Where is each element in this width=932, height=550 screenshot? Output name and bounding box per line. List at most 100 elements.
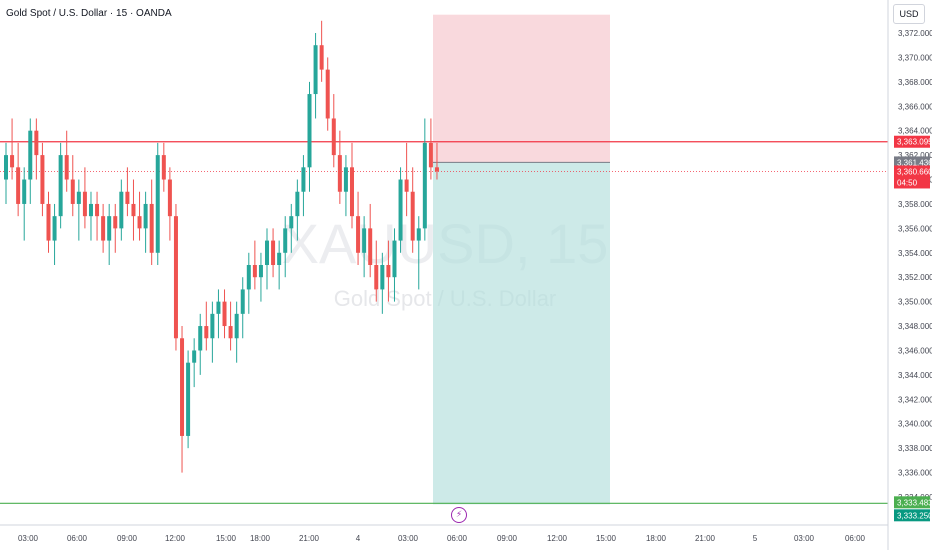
candle [34, 118, 39, 180]
candle-body [149, 203, 154, 253]
y-tick-label: 3,368.000 [898, 78, 932, 87]
x-tick-label: 03:00 [794, 534, 815, 543]
resistance-price-label-bg [894, 135, 930, 148]
candle [289, 203, 294, 253]
candle [374, 240, 379, 302]
candle-body [216, 301, 221, 314]
candle-body [349, 167, 354, 217]
candle-body [125, 191, 130, 204]
candle-body [155, 155, 160, 253]
stop-loss-zone [433, 14, 610, 163]
candle [101, 203, 106, 253]
x-tick-label: 03:00 [18, 534, 39, 543]
candle [143, 191, 148, 253]
candle [368, 203, 373, 278]
candle-body [180, 338, 185, 436]
candle [52, 203, 57, 265]
candle-body [119, 191, 124, 229]
x-tick-label: 5 [753, 534, 758, 543]
y-tick-label: 3,370.000 [898, 53, 932, 62]
y-tick-label: 3,352.000 [898, 273, 932, 282]
y-tick-label: 3,362.000 [898, 151, 932, 160]
candle-body [173, 216, 178, 339]
candle [386, 240, 391, 302]
y-tick-label: 3,346.000 [898, 346, 932, 355]
candle [380, 252, 385, 314]
candle [416, 216, 421, 290]
y-tick-label: 3,372.000 [898, 29, 932, 38]
lightning-icon[interactable]: ⚡ [451, 507, 467, 523]
countdown-label-bg [894, 176, 930, 189]
x-tick-label: 06:00 [447, 534, 468, 543]
candle [161, 142, 166, 192]
candle-body [234, 313, 239, 339]
entry-price-label: 3,361.436 [897, 158, 932, 167]
candle-body [113, 216, 118, 229]
candle-body [107, 216, 112, 241]
candle-body [380, 265, 385, 290]
candle-body [143, 203, 148, 229]
candle [70, 155, 75, 217]
candle [246, 252, 251, 314]
currency-selector[interactable]: USD [893, 4, 925, 24]
candle-body [295, 191, 300, 217]
candle-body [368, 228, 373, 265]
x-tick-label: 09:00 [117, 534, 138, 543]
candle-body [283, 228, 288, 253]
candle [398, 167, 403, 253]
candle [356, 191, 361, 265]
candle [252, 240, 257, 290]
y-tick-label: 3,348.000 [898, 322, 932, 331]
entry-price-label-bg [894, 156, 930, 169]
candle [307, 81, 312, 192]
candle-body [325, 69, 330, 119]
candle-body [228, 326, 233, 339]
candle-body [210, 313, 215, 339]
candle-body [82, 191, 87, 217]
candle-body [271, 240, 276, 265]
candle [410, 167, 415, 253]
y-tick-label: 3,364.000 [898, 127, 932, 136]
support-price-label: 3,333.483 [897, 498, 932, 507]
x-tick-label: 06:00 [67, 534, 88, 543]
candle [428, 118, 433, 180]
take-profit-zone [433, 162, 610, 505]
candle-body [198, 326, 203, 351]
candle [173, 203, 178, 351]
candle-body [10, 155, 15, 168]
x-tick-label: 12:00 [547, 534, 568, 543]
target-price-label: 3,333.250 [897, 511, 932, 520]
candle-body [374, 265, 379, 290]
candle [301, 155, 306, 217]
candle-body [307, 94, 312, 168]
candle [125, 167, 130, 217]
y-tick-label: 3,366.000 [898, 102, 932, 111]
y-tick-label: 3,340.000 [898, 420, 932, 429]
x-tick-label: 12:00 [165, 534, 186, 543]
candle [392, 228, 397, 302]
candle [10, 118, 15, 180]
candle [271, 228, 276, 278]
candle [40, 142, 45, 217]
candle [319, 20, 324, 82]
candle [228, 301, 233, 351]
candle-body [16, 167, 21, 204]
candle [362, 216, 367, 278]
candle [434, 142, 439, 180]
candle-body [240, 289, 245, 314]
candle [16, 142, 21, 217]
candle [258, 252, 263, 302]
candle-body [289, 216, 294, 229]
candle [222, 289, 227, 339]
last-price-label: 3,360.660 [897, 167, 932, 176]
candle [137, 191, 142, 241]
candle [46, 191, 51, 253]
candle-body [422, 142, 427, 229]
last-price-label-bg [894, 165, 930, 178]
y-tick-label: 3,336.000 [898, 469, 932, 478]
candle-body [337, 155, 342, 192]
resistance-price-label: 3,363.095 [897, 138, 932, 147]
candle-body [28, 130, 33, 180]
candle-body [34, 130, 39, 156]
